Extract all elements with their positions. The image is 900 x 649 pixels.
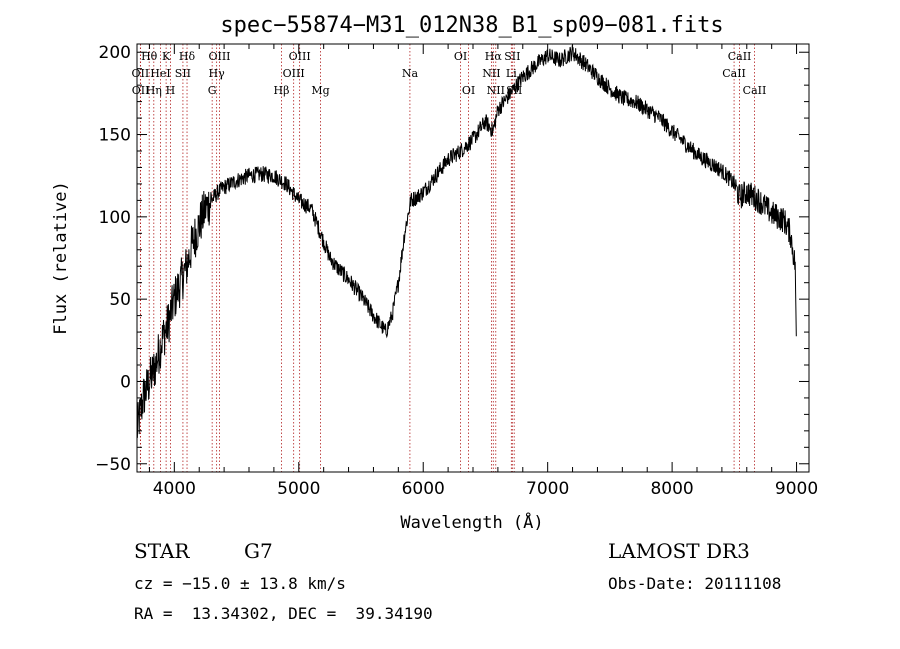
y-tick-label: 50 — [109, 290, 131, 310]
spectral-line-label: Na — [402, 67, 419, 80]
spectral-line-label: K — [162, 50, 171, 63]
chart-title: spec−55874−M31_012N38_B1_sp09−081.fits — [220, 13, 723, 38]
spectral-line-label: SII — [504, 50, 520, 63]
spectral-line-markers — [139, 44, 755, 472]
spectral-line-label: OII — [132, 67, 150, 80]
spectral-line-label: OIII — [208, 50, 230, 63]
spectral-line-label: H — [166, 84, 176, 97]
coordinates: RA = 13.34302, DEC = 39.34190 — [134, 604, 433, 623]
spectral-line-label: Li — [506, 67, 517, 80]
spectral-line-label: HeI — [150, 67, 170, 80]
x-axis-label: Wavelength (Å) — [400, 511, 543, 533]
plot-frame — [136, 43, 810, 473]
spectral-line-label: G — [208, 84, 217, 97]
spectral-line-label: Hα — [485, 50, 503, 63]
x-tick-label: 7000 — [526, 479, 569, 499]
x-tick-label: 4000 — [153, 479, 196, 499]
redshift-cz: cz = −15.0 ± 13.8 km/s — [134, 574, 346, 593]
spectral-line-label: OIII — [289, 50, 311, 63]
x-tick-label: 8000 — [650, 479, 693, 499]
spectral-line-label: CaII — [728, 50, 752, 63]
spectral-line-label: OIII — [283, 67, 305, 80]
y-axis-label: Flux (relative) — [51, 181, 71, 335]
spectrum-line — [136, 45, 797, 438]
y-tick-label: 0 — [120, 372, 131, 392]
spectral-line-label: CaII — [722, 67, 746, 80]
y-axis: −50 0 50 100 150 200 — [95, 43, 809, 475]
spectral-line-label: Hθ — [141, 50, 158, 63]
spectral-line-label: OI — [462, 84, 475, 97]
y-tick-label: 150 — [99, 126, 131, 146]
spectral-line-label: CaII — [743, 84, 767, 97]
y-tick-label: −50 — [95, 455, 131, 475]
x-axis: 4000 5000 6000 7000 8000 9000 — [148, 44, 818, 499]
y-tick-label: 200 — [99, 43, 131, 63]
spectral-subclass: G7 — [244, 539, 273, 563]
spectral-line-label: Hγ — [209, 67, 226, 80]
spectral-line-label: Hβ — [274, 84, 290, 97]
x-tick-label: 6000 — [402, 479, 445, 499]
x-tick-label: 9000 — [775, 479, 818, 499]
spectral-line-label: OII — [132, 84, 150, 97]
spectral-line-label: Hη — [146, 84, 162, 97]
spectral-line-label: OI — [454, 50, 467, 63]
spectral-line-label: SII — [175, 67, 191, 80]
observation-date: Obs-Date: 20111108 — [608, 574, 782, 593]
spectral-line-label: NII — [482, 67, 500, 80]
x-tick-label: 5000 — [277, 479, 320, 499]
spectral-line-label: Mg — [311, 84, 329, 97]
y-tick-label: 100 — [99, 208, 131, 228]
survey-name: LAMOST DR3 — [608, 539, 750, 563]
object-class: STAR — [134, 539, 190, 563]
spectral-line-label: NII — [487, 84, 505, 97]
spectral-line-label: Hδ — [179, 50, 196, 63]
